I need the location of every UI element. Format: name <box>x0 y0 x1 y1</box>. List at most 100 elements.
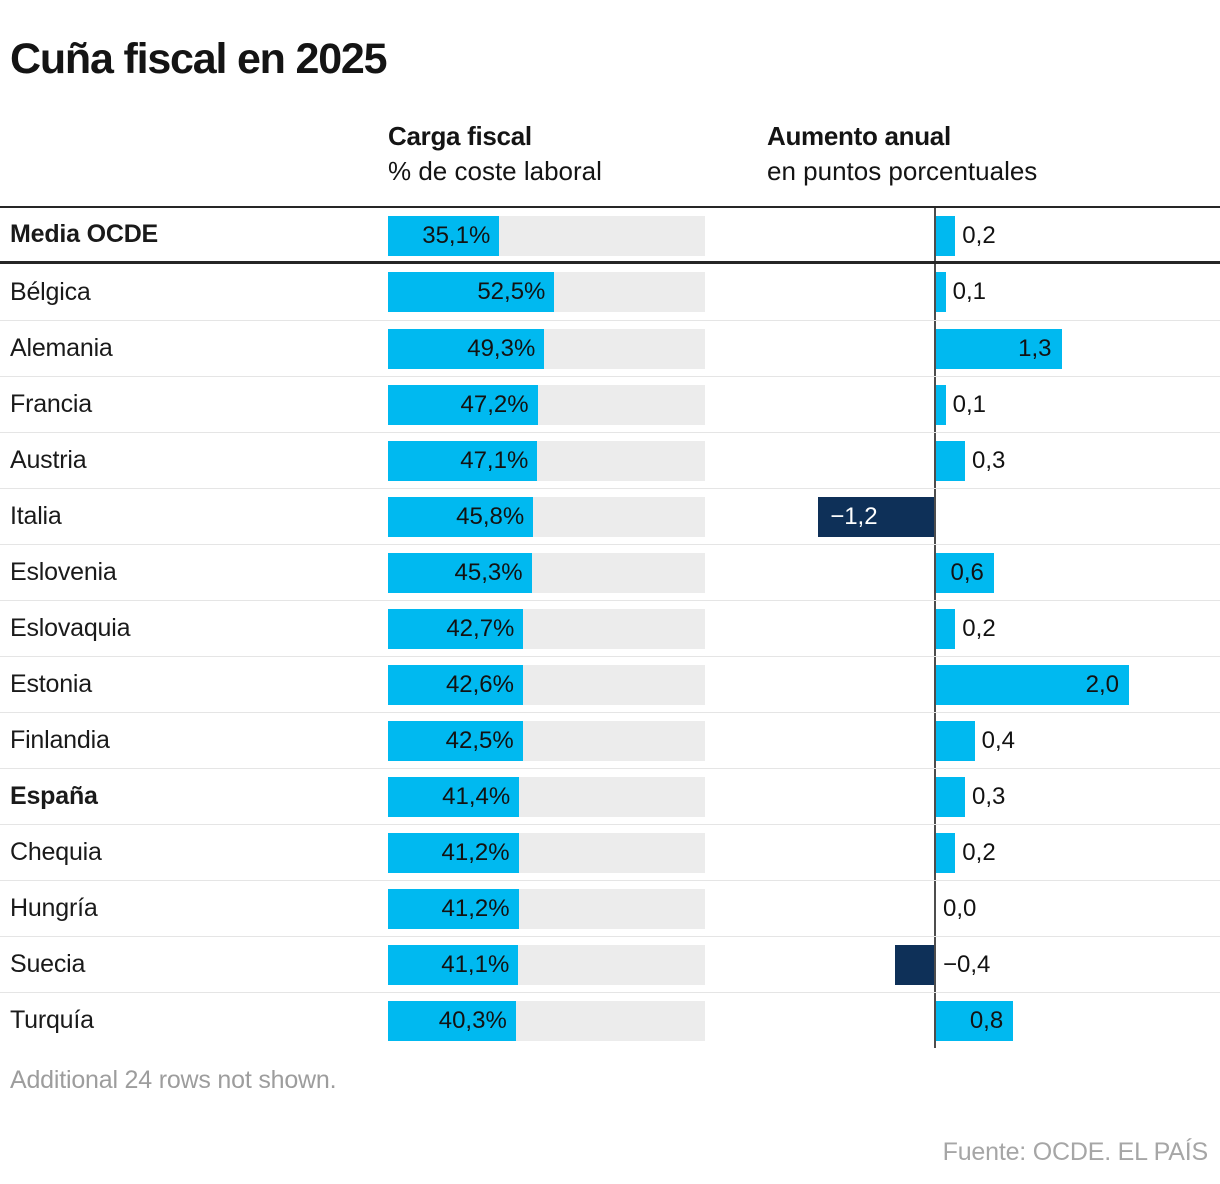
table-row: Alemania 49,3% 1,3 <box>0 320 1220 376</box>
carga-track: 47,2% <box>388 385 705 425</box>
carga-bar: 45,8% <box>388 497 534 537</box>
carga-track: 41,1% <box>388 945 705 985</box>
table-row: Francia 47,2% 0,1 <box>0 376 1220 432</box>
row-label: Suecia <box>10 950 86 978</box>
carga-bar: 52,5% <box>388 272 555 312</box>
carga-bar: 42,5% <box>388 721 523 761</box>
aumento-bar <box>936 329 1062 369</box>
carga-track: 42,5% <box>388 721 705 761</box>
carga-bar: 40,3% <box>388 1001 516 1041</box>
aumento-value: 0,2 <box>962 839 996 866</box>
aumento-bar <box>936 777 965 817</box>
carga-value: 42,6% <box>445 671 514 698</box>
aumento-bar <box>818 497 934 537</box>
carga-value: 42,7% <box>446 615 515 642</box>
carga-track: 42,6% <box>388 665 705 705</box>
row-label: Hungría <box>10 894 98 922</box>
carga-track: 45,8% <box>388 497 705 537</box>
carga-bar: 41,2% <box>388 889 519 929</box>
table-row: Italia 45,8% −1,2 <box>0 488 1220 544</box>
aumento-bar <box>936 833 956 873</box>
carga-value: 41,2% <box>441 895 510 922</box>
carga-track: 41,4% <box>388 777 705 817</box>
carga-value: 41,2% <box>441 839 510 866</box>
aumento-value: 0,6 <box>950 559 984 586</box>
table-rows: Media OCDE 35,1% 0,2 Bélgica 52,5% 0,1 A… <box>0 208 1220 1048</box>
source-credit: Fuente: OCDE. EL PAÍS <box>942 1138 1209 1166</box>
column-header-carga-title: Carga fiscal <box>388 121 532 151</box>
chart-title: Cuña fiscal en 2025 <box>10 34 388 83</box>
carga-value: 35,1% <box>422 222 491 249</box>
carga-bar: 49,3% <box>388 329 545 369</box>
carga-bar: 35,1% <box>388 216 500 256</box>
carga-bar: 41,1% <box>388 945 519 985</box>
aumento-value: 0,1 <box>952 278 986 305</box>
aumento-bar <box>936 553 994 593</box>
column-header-carga: Carga fiscal % de coste laboral <box>388 119 602 189</box>
table-row: Estonia 42,6% 2,0 <box>0 656 1220 712</box>
column-header-carga-subtitle: % de coste laboral <box>388 156 602 186</box>
carga-bar: 41,2% <box>388 833 519 873</box>
aumento-bar <box>936 665 1129 705</box>
carga-bar: 47,2% <box>388 385 538 425</box>
carga-value: 45,8% <box>456 503 525 530</box>
aumento-value: 0,1 <box>952 391 986 418</box>
row-label: Italia <box>10 502 62 530</box>
row-label: Media OCDE <box>10 220 159 248</box>
row-label: Turquía <box>10 1006 94 1034</box>
table-row: Chequia 41,2% 0,2 <box>0 824 1220 880</box>
carga-value: 47,2% <box>460 391 529 418</box>
carga-value: 42,5% <box>445 727 514 754</box>
row-label: Estonia <box>10 670 92 698</box>
carga-track: 35,1% <box>388 216 705 256</box>
column-header-aumento-title: Aumento anual <box>767 121 951 151</box>
carga-track: 47,1% <box>388 441 705 481</box>
carga-value: 47,1% <box>460 447 529 474</box>
carga-bar: 47,1% <box>388 441 538 481</box>
table-row: Eslovaquia 42,7% 0,2 <box>0 600 1220 656</box>
zero-axis-line <box>934 208 936 1048</box>
row-label: Austria <box>10 446 87 474</box>
aumento-value: 0,2 <box>962 615 996 642</box>
table-row: Media OCDE 35,1% 0,2 <box>0 208 1220 264</box>
row-label: España <box>10 782 98 810</box>
aumento-bar <box>936 441 965 481</box>
carga-value: 45,3% <box>454 559 523 586</box>
row-label: Bélgica <box>10 277 91 306</box>
chart-table: Media OCDE 35,1% 0,2 Bélgica 52,5% 0,1 A… <box>0 206 1220 1048</box>
carga-track: 49,3% <box>388 329 705 369</box>
carga-value: 40,3% <box>438 1007 507 1034</box>
table-row: Eslovenia 45,3% 0,6 <box>0 544 1220 600</box>
row-label: Eslovenia <box>10 558 117 586</box>
carga-track: 45,3% <box>388 553 705 593</box>
aumento-value: 0,3 <box>972 783 1006 810</box>
table-row: España 41,4% 0,3 <box>0 768 1220 824</box>
aumento-value: 0,3 <box>972 447 1006 474</box>
carga-bar: 45,3% <box>388 553 532 593</box>
aumento-value: 0,4 <box>981 727 1015 754</box>
aumento-value: 0,8 <box>969 1007 1004 1034</box>
carga-value: 49,3% <box>467 335 536 362</box>
aumento-bar <box>936 385 946 425</box>
carga-value: 41,1% <box>441 951 510 978</box>
column-header-aumento-subtitle: en puntos porcentuales <box>767 156 1038 186</box>
row-label: Eslovaquia <box>10 614 131 642</box>
aumento-bar <box>936 1001 1014 1041</box>
aumento-bar <box>895 945 934 985</box>
table-row: Austria 47,1% 0,3 <box>0 432 1220 488</box>
carga-value: 41,4% <box>442 783 511 810</box>
row-label: Finlandia <box>10 726 110 754</box>
carga-bar: 42,7% <box>388 609 524 649</box>
aumento-value: 0,2 <box>962 222 996 249</box>
carga-value: 52,5% <box>477 278 546 305</box>
aumento-bar <box>936 609 956 649</box>
column-header-aumento: Aumento anual en puntos porcentuales <box>767 119 1037 189</box>
table-row: Turquía 40,3% 0,8 <box>0 992 1220 1048</box>
table-row: Finlandia 42,5% 0,4 <box>0 712 1220 768</box>
carga-track: 41,2% <box>388 889 705 929</box>
carga-track: 40,3% <box>388 1001 705 1041</box>
aumento-value: 2,0 <box>1085 671 1119 698</box>
aumento-value: −1,2 <box>830 503 878 530</box>
aumento-bar <box>936 272 946 312</box>
